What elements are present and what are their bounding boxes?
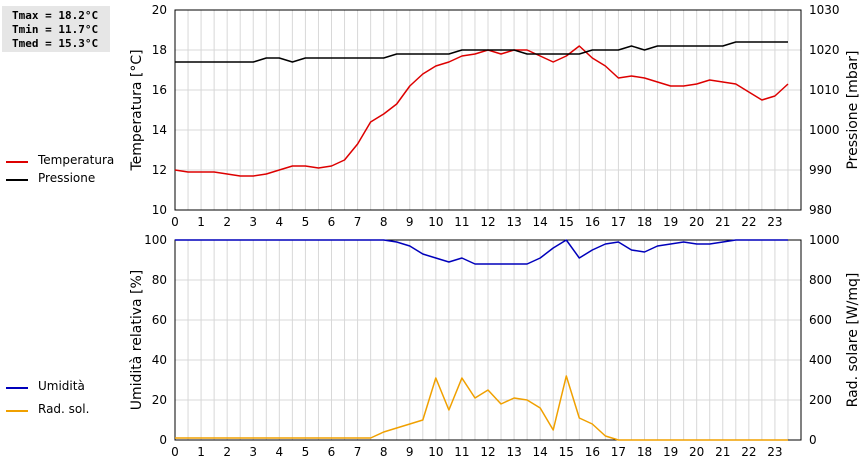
chart2-xtick-label: 13 bbox=[506, 445, 521, 459]
chart1-xtick-label: 12 bbox=[480, 215, 495, 229]
legend-swatch-umidita bbox=[6, 387, 28, 389]
chart1-ytick-label: 14 bbox=[152, 123, 167, 137]
chart2-y2tick-label: 1000 bbox=[809, 233, 840, 247]
chart2-y2tick-label: 600 bbox=[809, 313, 832, 327]
chart2-ytick-label: 20 bbox=[152, 393, 167, 407]
legend-swatch-pressione bbox=[6, 179, 28, 181]
chart1-xtick-label: 9 bbox=[406, 215, 414, 229]
chart1-xtick-label: 10 bbox=[428, 215, 443, 229]
chart1-xtick-label: 5 bbox=[302, 215, 310, 229]
chart1-y2tick-label: 1020 bbox=[809, 43, 840, 57]
chart1-ytick-label: 10 bbox=[152, 203, 167, 217]
chart2-xtick-label: 18 bbox=[637, 445, 652, 459]
chart2-ytick-label: 0 bbox=[159, 433, 167, 447]
chart2-xtick-label: 11 bbox=[454, 445, 469, 459]
chart2-xtick-label: 23 bbox=[767, 445, 782, 459]
chart1-xtick-label: 15 bbox=[559, 215, 574, 229]
chart1-xtick-label: 19 bbox=[663, 215, 678, 229]
chart1-xtick-label: 13 bbox=[506, 215, 521, 229]
chart1-xtick-label: 3 bbox=[249, 215, 257, 229]
stats-box: Tmax = 18.2°C Tmin = 11.7°C Tmed = 15.3°… bbox=[2, 6, 110, 52]
chart1-ylabel: Temperatura [°C] bbox=[129, 49, 145, 171]
chart2-xtick-label: 5 bbox=[302, 445, 310, 459]
chart1-xtick-label: 20 bbox=[689, 215, 704, 229]
stat-tmin: Tmin = 11.7°C bbox=[12, 23, 99, 36]
chart2-xtick-label: 7 bbox=[354, 445, 362, 459]
chart1-xtick-label: 16 bbox=[585, 215, 600, 229]
chart1-xtick-label: 21 bbox=[715, 215, 730, 229]
chart2-xtick-label: 14 bbox=[533, 445, 548, 459]
chart2-xtick-label: 19 bbox=[663, 445, 678, 459]
chart1-y2tick-label: 1010 bbox=[809, 83, 840, 97]
chart2-xtick-label: 3 bbox=[249, 445, 257, 459]
chart2-series-rad-sol bbox=[175, 375, 788, 441]
chart1-series-pressione bbox=[175, 41, 788, 63]
stat-tmax: Tmax = 18.2°C bbox=[12, 9, 99, 22]
legend-label-temperatura: Temperatura bbox=[38, 153, 115, 167]
chart1-xtick-label: 1 bbox=[197, 215, 205, 229]
chart2-y2tick-label: 800 bbox=[809, 273, 832, 287]
chart2-xtick-label: 16 bbox=[585, 445, 600, 459]
chart1-ytick-label: 16 bbox=[152, 83, 167, 97]
chart2-y2tick-label: 400 bbox=[809, 353, 832, 367]
chart1-xtick-label: 7 bbox=[354, 215, 362, 229]
chart1-y2tick-label: 1030 bbox=[809, 3, 840, 17]
chart2-xtick-label: 17 bbox=[611, 445, 626, 459]
chart2-xtick-label: 12 bbox=[480, 445, 495, 459]
chart2-xtick-label: 8 bbox=[380, 445, 388, 459]
chart2-frame bbox=[174, 239, 802, 441]
chart2-xtick-label: 9 bbox=[406, 445, 414, 459]
chart1-xtick-label: 11 bbox=[454, 215, 469, 229]
chart1-xtick-label: 2 bbox=[223, 215, 231, 229]
chart1-xtick-label: 23 bbox=[767, 215, 782, 229]
chart1-xtick-label: 22 bbox=[741, 215, 756, 229]
chart1-series-temperatura bbox=[174, 45, 789, 177]
chart2-ytick-label: 80 bbox=[152, 273, 167, 287]
chart2-xtick-label: 21 bbox=[715, 445, 730, 459]
chart2-xtick-label: 4 bbox=[276, 445, 284, 459]
chart1-xtick-label: 17 bbox=[611, 215, 626, 229]
legend-label-rad-sol: Rad. sol. bbox=[38, 402, 90, 416]
chart1-xtick-label: 4 bbox=[276, 215, 284, 229]
chart1-y2tick-label: 990 bbox=[809, 163, 832, 177]
chart1-y2tick-label: 1000 bbox=[809, 123, 840, 137]
chart1-ytick-label: 12 bbox=[152, 163, 167, 177]
chart2-xtick-label: 20 bbox=[689, 445, 704, 459]
chart2-xtick-label: 10 bbox=[428, 445, 443, 459]
chart2-y2label: Rad. solare [W/mq] bbox=[845, 273, 860, 408]
legend-label-pressione: Pressione bbox=[38, 171, 96, 185]
chart2-y2tick-label: 0 bbox=[809, 433, 817, 447]
chart1-xtick-label: 14 bbox=[533, 215, 548, 229]
chart1-y2label: Pressione [mbar] bbox=[845, 50, 860, 169]
legend-swatch-rad-sol bbox=[6, 410, 28, 412]
chart1-xtick-label: 18 bbox=[637, 215, 652, 229]
chart1-xtick-label: 0 bbox=[171, 215, 179, 229]
chart2-xtick-label: 15 bbox=[559, 445, 574, 459]
chart2-xtick-label: 0 bbox=[171, 445, 179, 459]
chart2-xtick-label: 22 bbox=[741, 445, 756, 459]
chart2-ylabel: Umidità relativa [%] bbox=[129, 270, 145, 411]
chart1-ytick-label: 18 bbox=[152, 43, 167, 57]
chart2-ytick-label: 60 bbox=[152, 313, 167, 327]
chart2-ytick-label: 40 bbox=[152, 353, 167, 367]
legend-label-umidita: Umidità bbox=[38, 379, 85, 393]
chart2-ytick-label: 100 bbox=[144, 233, 167, 247]
legend-swatch-temperatura bbox=[6, 161, 28, 163]
chart2-xtick-label: 6 bbox=[328, 445, 336, 459]
chart1-ytick-label: 20 bbox=[152, 3, 167, 17]
chart1-frame bbox=[174, 9, 802, 211]
chart2-y2tick-label: 200 bbox=[809, 393, 832, 407]
chart2-xtick-label: 1 bbox=[197, 445, 205, 459]
stat-tmed: Tmed = 15.3°C bbox=[12, 37, 99, 50]
chart1-y2tick-label: 980 bbox=[809, 203, 832, 217]
chart2-series-umidit bbox=[175, 239, 788, 265]
chart1-xtick-label: 8 bbox=[380, 215, 388, 229]
chart1-xtick-label: 6 bbox=[328, 215, 336, 229]
chart2-xtick-label: 2 bbox=[223, 445, 231, 459]
